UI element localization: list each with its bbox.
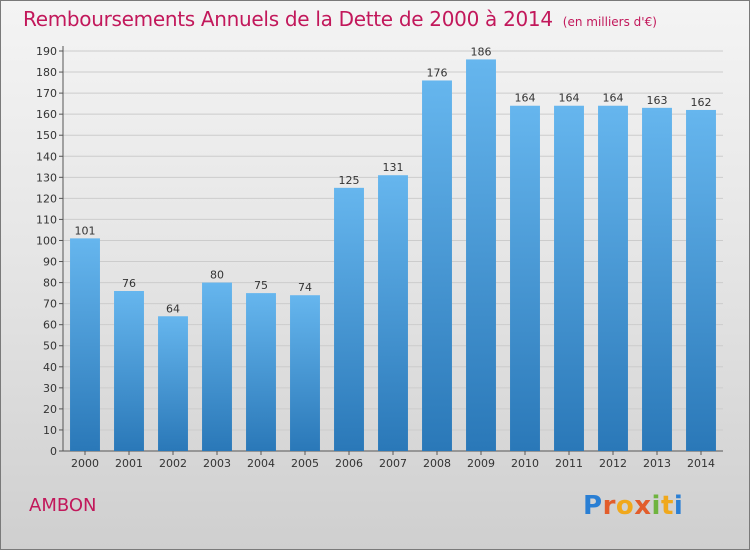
bar-2005 bbox=[290, 295, 320, 451]
bar-2010 bbox=[510, 105, 540, 451]
bar-2003 bbox=[202, 282, 232, 451]
chart-title-text: Remboursements Annuels de la Dette de 20… bbox=[23, 7, 553, 31]
x-tick-label-2010: 2010 bbox=[511, 457, 539, 470]
y-tick-label: 120 bbox=[36, 192, 57, 205]
data-label-2006: 125 bbox=[339, 174, 360, 187]
y-tick-label: 50 bbox=[43, 340, 57, 353]
chart-subtitle: (en milliers d'€) bbox=[562, 15, 657, 29]
data-labels: 101 76 64 80 75 74 125 131 176 186 164 164 164 163 162 bbox=[75, 45, 712, 315]
y-tick-label: 160 bbox=[36, 108, 57, 121]
y-tick-label: 90 bbox=[43, 256, 57, 269]
x-tick-label-2001: 2001 bbox=[115, 457, 143, 470]
y-tick-label: 100 bbox=[36, 234, 57, 247]
y-tick-label: 110 bbox=[36, 213, 57, 226]
y-tick-label: 40 bbox=[43, 361, 57, 374]
data-label-2004: 75 bbox=[254, 279, 268, 292]
data-label-2010: 164 bbox=[515, 92, 536, 105]
x-tick-label-2009: 2009 bbox=[467, 457, 495, 470]
x-tick-label-2000: 2000 bbox=[71, 457, 99, 470]
x-tick-label-2013: 2013 bbox=[643, 457, 671, 470]
data-label-2009: 186 bbox=[471, 45, 492, 58]
data-label-2002: 64 bbox=[166, 302, 180, 315]
data-label-2014: 162 bbox=[691, 96, 712, 109]
commune-name: AMBON bbox=[29, 495, 97, 516]
x-tick-label-2002: 2002 bbox=[159, 457, 187, 470]
y-tick-label: 170 bbox=[36, 87, 57, 100]
y-tick-label: 140 bbox=[36, 150, 57, 163]
y-tick-label: 180 bbox=[36, 66, 57, 79]
bar-2004 bbox=[246, 293, 276, 451]
data-label-2005: 74 bbox=[298, 281, 312, 294]
bar-2014 bbox=[686, 109, 716, 452]
data-label-2003: 80 bbox=[210, 269, 224, 282]
proxiti-logo: Proxiti bbox=[583, 491, 684, 521]
data-label-2011: 164 bbox=[559, 92, 580, 105]
y-tick-label: 130 bbox=[36, 171, 57, 184]
x-tick-label-2003: 2003 bbox=[203, 457, 231, 470]
x-tick-label-2007: 2007 bbox=[379, 457, 407, 470]
bar-2001 bbox=[114, 291, 144, 451]
bar-2002 bbox=[158, 316, 188, 451]
bar-2009 bbox=[466, 59, 496, 451]
bar-2006 bbox=[334, 187, 364, 451]
bar-2011 bbox=[554, 105, 584, 451]
data-label-2001: 76 bbox=[122, 277, 136, 290]
bar-2012 bbox=[598, 105, 628, 451]
bar-2008 bbox=[422, 80, 452, 451]
x-tick-label-2011: 2011 bbox=[555, 457, 583, 470]
y-tick-label: 150 bbox=[36, 129, 57, 142]
x-tick-label-2008: 2008 bbox=[423, 457, 451, 470]
bar-2000 bbox=[70, 238, 100, 451]
x-tick-label-2014: 2014 bbox=[687, 457, 715, 470]
y-tick-label: 80 bbox=[43, 277, 57, 290]
bar-2007 bbox=[378, 175, 408, 452]
y-tick-label: 20 bbox=[43, 403, 57, 416]
x-tick-label-2005: 2005 bbox=[291, 457, 319, 470]
data-label-2012: 164 bbox=[603, 92, 624, 105]
y-tick-label: 60 bbox=[43, 319, 57, 332]
y-tick-label: 0 bbox=[50, 445, 57, 458]
data-label-2013: 163 bbox=[647, 94, 668, 107]
x-tick-label-2004: 2004 bbox=[247, 457, 275, 470]
x-tick-label-2012: 2012 bbox=[599, 457, 627, 470]
x-tick-label-2006: 2006 bbox=[335, 457, 363, 470]
bars bbox=[70, 59, 716, 452]
y-tick-label: 190 bbox=[36, 45, 57, 58]
bar-2013 bbox=[642, 107, 672, 451]
chart-title: Remboursements Annuels de la Dette de 20… bbox=[23, 7, 657, 31]
y-tick-label: 70 bbox=[43, 298, 57, 311]
data-label-2007: 131 bbox=[383, 161, 404, 174]
y-tick-label: 10 bbox=[43, 424, 57, 437]
y-tick-label: 30 bbox=[43, 382, 57, 395]
data-label-2008: 176 bbox=[427, 66, 448, 79]
data-label-2000: 101 bbox=[75, 224, 96, 237]
